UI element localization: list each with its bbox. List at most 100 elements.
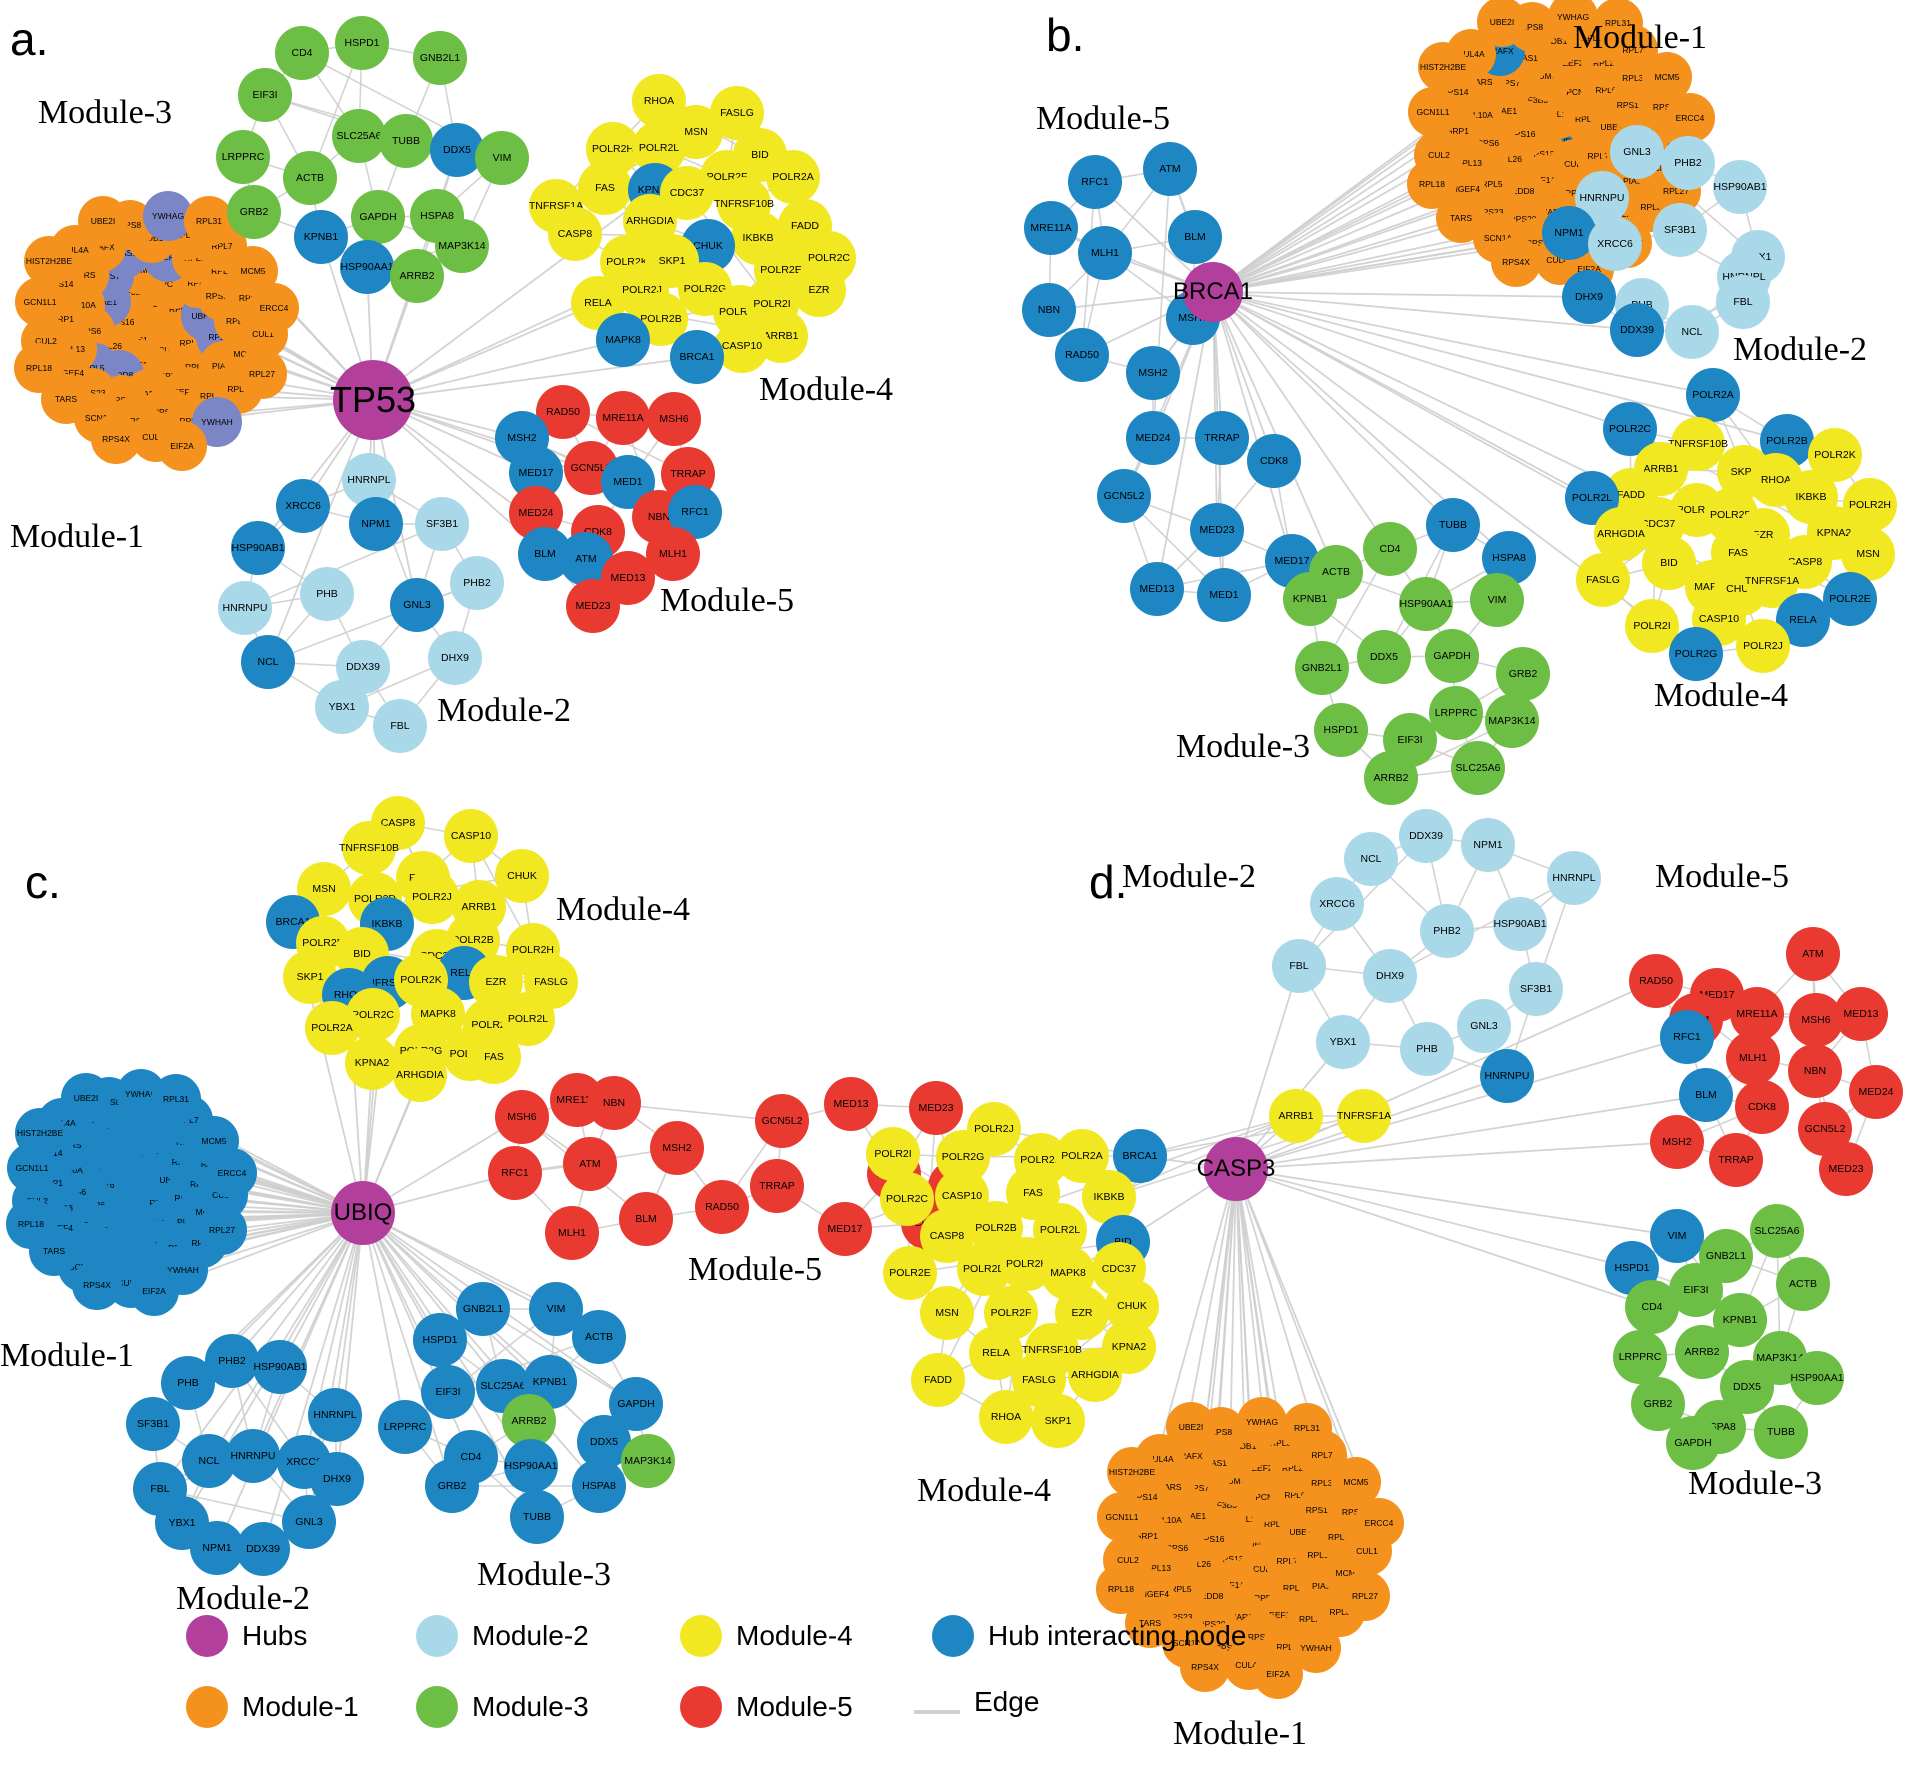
network-node-gnl3[interactable]: GNL3 [282,1495,336,1549]
network-node-med23[interactable]: MED23 [909,1081,963,1135]
network-node-arrb2[interactable]: ARRB2 [1364,751,1418,805]
network-node-gnb2l1[interactable]: GNB2L1 [413,31,467,85]
network-node-ddx5[interactable]: DDX5 [1357,630,1411,684]
network-node-polr2e[interactable]: POLR2E [883,1246,937,1300]
network-node-tubb[interactable]: TUBB [1754,1405,1808,1459]
network-node-ywhag[interactable]: YWHAG [1548,0,1598,42]
network-node-chuk[interactable]: CHUK [495,849,549,903]
network-node-grb2[interactable]: GRB2 [1496,647,1550,701]
network-node-fadd[interactable]: FADD [911,1353,965,1407]
network-node-hsp90ab1[interactable]: HSP90AB1 [1713,160,1767,214]
network-node-rad50[interactable]: RAD50 [695,1180,749,1234]
network-node-skp1[interactable]: SKP1 [1031,1394,1085,1448]
network-node-vim[interactable]: VIM [1650,1209,1704,1263]
network-node-rpl18[interactable]: RPL18 [14,343,64,393]
network-node-arhgdia[interactable]: ARHGDIA [1594,507,1648,561]
network-node-eif3i[interactable]: EIF3I [421,1365,475,1419]
network-node-grb2[interactable]: GRB2 [1631,1377,1685,1431]
network-node-ywhah[interactable]: YWHAH [192,397,242,447]
network-node-dhx9[interactable]: DHX9 [1562,270,1616,324]
network-node-hist2h2be[interactable]: HIST2H2BE [15,1108,65,1158]
network-node-ddx39[interactable]: DDX39 [1399,809,1453,863]
network-node-cd4[interactable]: CD4 [275,26,329,80]
network-node-vim[interactable]: VIM [1470,573,1524,627]
network-node-gapdh[interactable]: GAPDH [1666,1416,1720,1470]
network-node-cdk8[interactable]: CDK8 [1735,1080,1789,1134]
network-node-brca1[interactable]: BRCA1 [670,330,724,384]
network-node-casp10[interactable]: CASP10 [715,319,769,373]
network-node-tnfrsf1a[interactable]: TNFRSF1A [1337,1089,1391,1143]
network-node-hist2h2be[interactable]: HIST2H2BE [1107,1447,1157,1497]
network-node-lrpprc[interactable]: LRPPRC [378,1400,432,1454]
network-node-hsp90ab1[interactable]: HSP90AB1 [1493,897,1547,951]
network-node-nbn[interactable]: NBN [1022,283,1076,337]
network-node-blm[interactable]: BLM [1679,1068,1733,1122]
network-node-tars[interactable]: TARS [1436,193,1486,243]
hub-node-casp3[interactable]: CASP3 [1197,1137,1275,1201]
network-node-hsp90aa1[interactable]: HSP90AA1 [1790,1351,1844,1405]
network-node-ube2i[interactable]: UBE2I [78,196,128,246]
network-node-npm1[interactable]: NPM1 [1542,206,1596,260]
network-node-kpna2[interactable]: KPNA2 [345,1036,399,1090]
network-node-med23[interactable]: MED23 [1819,1142,1873,1196]
network-node-actb[interactable]: ACTB [1776,1257,1830,1311]
network-node-phb[interactable]: PHB [300,567,354,621]
network-node-med24[interactable]: MED24 [1849,1065,1903,1119]
network-node-rps4x[interactable]: RPS4X [1491,237,1541,287]
network-node-polr2a[interactable]: POLR2A [766,150,820,204]
network-node-sf3b1[interactable]: SF3B1 [415,497,469,551]
network-node-hnrnpl[interactable]: HNRNPL [308,1388,362,1442]
network-node-msh6[interactable]: MSH6 [495,1090,549,1144]
network-node-hspd1[interactable]: HSPD1 [335,16,389,70]
network-node-blm[interactable]: BLM [619,1192,673,1246]
network-node-phb2[interactable]: PHB2 [450,556,504,610]
network-node-atm[interactable]: ATM [1143,142,1197,196]
network-node-sf3b1[interactable]: SF3B1 [1653,203,1707,257]
network-node-ercc4[interactable]: ERCC4 [1354,1498,1404,1548]
network-node-tnfrsf10b[interactable]: TNFRSF10B [339,821,399,875]
network-node-arrb2[interactable]: ARRB2 [390,249,444,303]
network-node-tubb[interactable]: TUBB [510,1490,564,1544]
network-node-kpna2[interactable]: KPNA2 [1102,1320,1156,1374]
network-node-rpl31[interactable]: RPL31 [151,1074,201,1124]
network-node-actb[interactable]: ACTB [572,1310,626,1364]
network-node-hsp90aa1[interactable]: HSP90AA1 [1399,577,1453,631]
network-node-slc25a6[interactable]: SLC25A6 [332,109,386,163]
hub-node-tp53[interactable]: TP53 [330,360,416,440]
network-node-casp10[interactable]: CASP10 [444,809,498,863]
network-node-rps4x[interactable]: RPS4X [91,414,141,464]
network-node-gcn5l2[interactable]: GCN5L2 [1097,469,1151,523]
network-node-eif2a[interactable]: EIF2A [157,421,207,471]
network-node-mlh1[interactable]: MLH1 [646,527,700,581]
network-node-trrap[interactable]: TRRAP [1709,1133,1763,1187]
network-node-hspa8[interactable]: HSPA8 [572,1459,626,1513]
hub-node-ubiq[interactable]: UBIQ [331,1181,395,1245]
network-node-rpl31[interactable]: RPL31 [1593,0,1643,48]
network-node-hnrnpu[interactable]: HNRNPU [226,1429,280,1483]
network-node-cd4[interactable]: CD4 [1363,522,1417,576]
network-node-ddx39[interactable]: DDX39 [1610,303,1664,357]
network-node-dhx9[interactable]: DHX9 [1363,949,1417,1003]
network-node-hist2h2be[interactable]: HIST2H2BE [24,236,74,286]
network-node-polr2j[interactable]: POLR2J [405,870,459,924]
network-node-blm[interactable]: BLM [1168,210,1222,264]
network-node-polr2c[interactable]: POLR2C [880,1172,934,1226]
network-node-polr2g[interactable]: POLR2G [1669,627,1723,681]
network-node-hspd1[interactable]: HSPD1 [413,1313,467,1367]
network-node-rad50[interactable]: RAD50 [1629,954,1683,1008]
network-node-ercc4[interactable]: ERCC4 [1665,93,1715,143]
network-node-slc25a6[interactable]: SLC25A6 [1451,741,1505,795]
network-node-rpl31[interactable]: RPL31 [184,196,234,246]
network-node-npm1[interactable]: NPM1 [1461,818,1515,872]
network-node-mlh1[interactable]: MLH1 [1726,1031,1780,1085]
network-node-gcn1l1[interactable]: GCN1L1 [1408,87,1458,137]
network-node-mre11a[interactable]: MRE11A [596,391,650,445]
network-node-gnl3[interactable]: GNL3 [1457,999,1511,1053]
network-node-cdk8[interactable]: CDK8 [1247,434,1301,488]
network-node-hspd1[interactable]: HSPD1 [1314,703,1368,757]
network-node-map3k14[interactable]: MAP3K14 [621,1434,675,1488]
network-node-rpl27[interactable]: RPL27 [197,1205,247,1255]
network-node-polr2e[interactable]: POLR2E [1823,572,1877,626]
network-node-map3k14[interactable]: MAP3K14 [1485,694,1539,748]
network-node-phb2[interactable]: PHB2 [1420,904,1474,958]
